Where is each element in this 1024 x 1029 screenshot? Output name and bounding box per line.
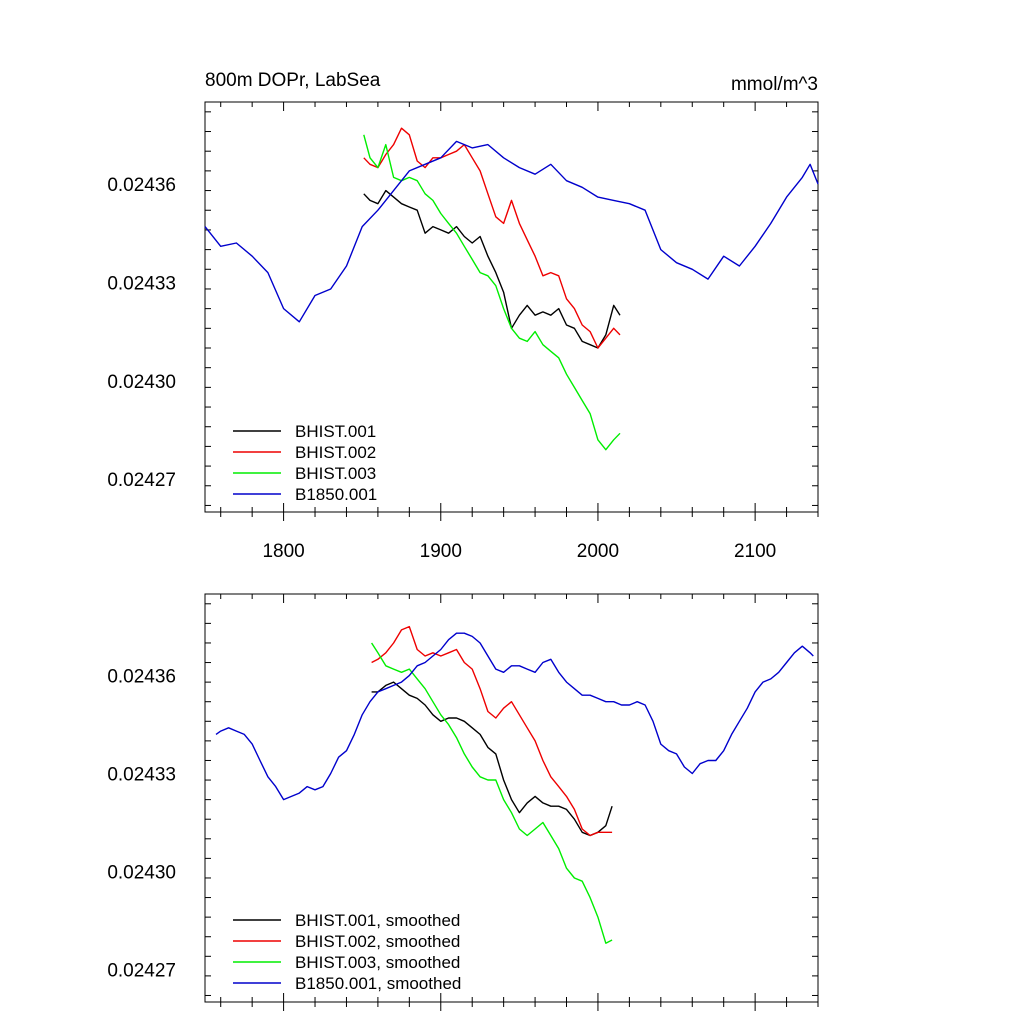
legend-label: BHIST.001, smoothed (295, 911, 460, 930)
y-tick-label: 0.02433 (107, 273, 176, 294)
legend-label: BHIST.003, smoothed (295, 953, 460, 972)
plot-frame (204, 101, 819, 513)
series-line-bhist-001 (363, 189, 621, 349)
legend-label: BHIST.002, smoothed (295, 932, 460, 951)
x-tick-label: 2100 (734, 541, 776, 562)
legend-label: B1850.001, smoothed (295, 974, 461, 993)
x-tick-label: 1800 (262, 541, 304, 562)
y-tick-label: 0.02430 (107, 372, 176, 393)
series-line-bhist-002 (363, 127, 621, 349)
x-tick-label: 1900 (420, 541, 462, 562)
y-tick-label: 0.02430 (107, 862, 176, 883)
series-line-bhist-001-smoothed (371, 681, 613, 837)
chart-title: 800m DOPr, LabSea (205, 70, 381, 91)
bottom-panel: 0.02427 0.02430 0.02433 0.02436 BHIST.001, s… (107, 593, 819, 1011)
legend-label: B1850.001 (295, 485, 377, 504)
y-tick-label: 0.02433 (107, 765, 176, 786)
units-label: mmol/m^3 (731, 74, 818, 95)
series-line-b1850-001-smoothed (215, 632, 814, 801)
y-tick-label: 0.02436 (107, 667, 176, 688)
series-line-b1850-001 (204, 140, 819, 323)
series-line-bhist-003-smoothed (371, 642, 613, 944)
y-tick-label: 0.02436 (107, 175, 176, 196)
series-line-bhist-002-smoothed (371, 625, 613, 837)
x-tick-label: 2000 (577, 541, 619, 562)
legend-label: BHIST.003 (295, 464, 376, 483)
plot-frame (204, 593, 819, 1003)
series-line-bhist-003 (363, 134, 621, 451)
y-tick-label: 0.02427 (107, 470, 176, 491)
legend-label: BHIST.002 (295, 443, 376, 462)
top-panel: 800m DOPr, LabSea mmol/m^3 1800 1900 2000 210… (107, 70, 819, 562)
y-tick-label: 0.02427 (107, 960, 176, 981)
legend-label: BHIST.001 (295, 422, 376, 441)
